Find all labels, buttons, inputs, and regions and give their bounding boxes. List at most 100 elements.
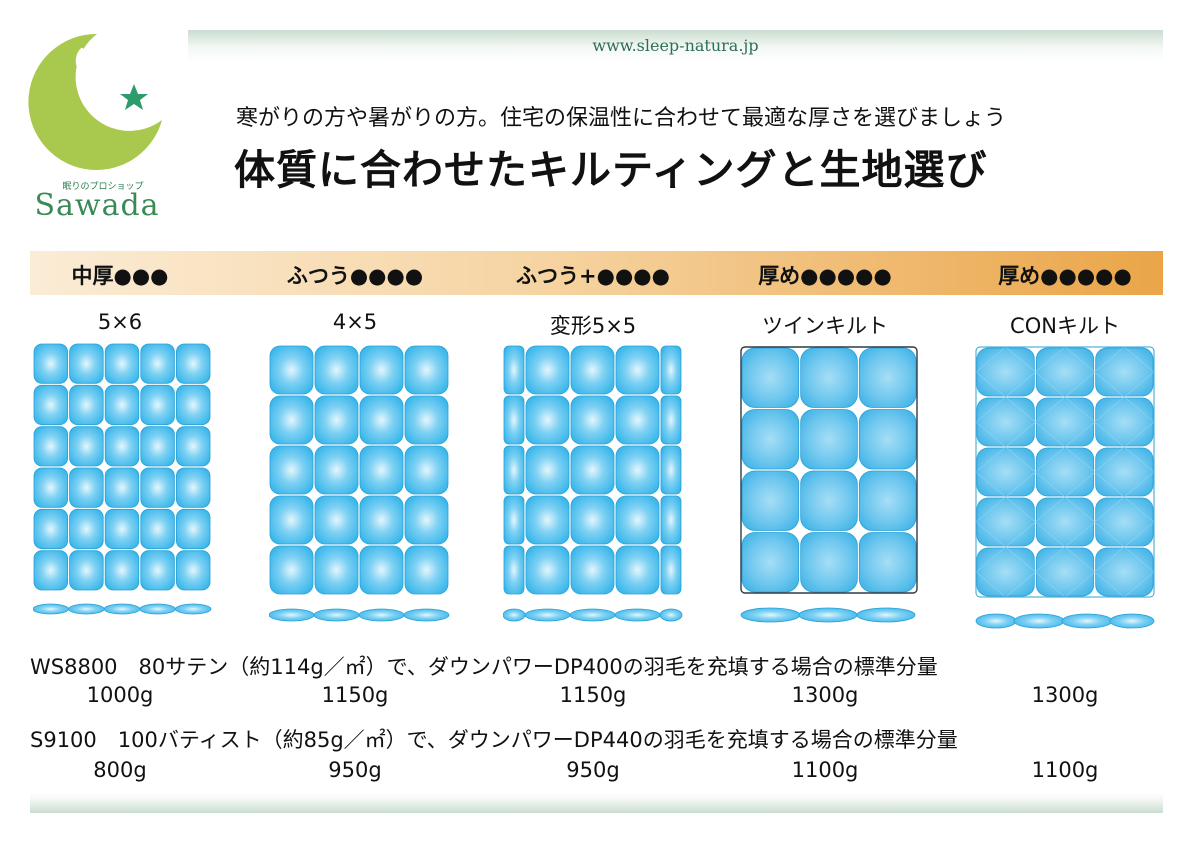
quilt-type-1: 5×6 xyxy=(97,310,143,334)
quilt-modified-5x5-cell xyxy=(525,445,570,495)
quilt-twin-cell xyxy=(858,532,917,593)
quilt-twin-cell xyxy=(741,409,800,470)
footer-bar xyxy=(30,793,1163,813)
quilt-modified-5x5-cell xyxy=(503,545,525,595)
quilt-con-cell xyxy=(1095,497,1154,547)
quilt-con-cell xyxy=(976,447,1035,497)
quilt-5x6-cell xyxy=(33,508,68,550)
quilt-5x6-diagram xyxy=(32,343,212,615)
quilt-modified-5x5-side-segment xyxy=(614,608,661,622)
quilt-con-cell xyxy=(1035,397,1095,447)
quilt-5x6-cell xyxy=(104,467,140,508)
quilt-4x5-side-segment xyxy=(358,608,405,622)
quilt-modified-5x5-cell xyxy=(570,445,615,495)
quilt-type-5: CONキルト xyxy=(1010,314,1120,338)
weight-s9100-3: 950g xyxy=(566,758,620,782)
quilt-con-cell xyxy=(976,397,1035,447)
fabric-ws8800-description: WS8800 80サテン（約114g／㎡）で、ダウンパワーDP400の羽毛を充填… xyxy=(30,655,938,679)
quilt-4x5-side-segment xyxy=(268,608,315,622)
quilt-modified-5x5-cell xyxy=(570,495,615,545)
quilt-twin-cell xyxy=(800,347,858,408)
quilt-4x5-cell xyxy=(359,395,404,445)
quilt-con-cell xyxy=(1035,347,1095,397)
quilt-twin-cell xyxy=(741,532,800,593)
quilt-4x5-cell xyxy=(359,345,404,395)
quilt-5x6-side-segment xyxy=(103,603,141,615)
quilt-5x6-cell xyxy=(175,426,211,467)
weight-s9100-2: 950g xyxy=(328,758,382,782)
quilt-twin-cell xyxy=(858,409,917,470)
quilt-modified-5x5-cell xyxy=(525,345,570,395)
quilt-5x6-side-segment xyxy=(174,603,212,615)
quilt-con-cell xyxy=(976,347,1035,397)
quilt-4x5-cell xyxy=(314,345,359,395)
quilt-5x6-cell xyxy=(33,384,68,426)
quilt-5x6-cell xyxy=(140,426,175,467)
quilt-4x5-cell xyxy=(404,345,449,395)
quilt-modified-5x5-cell xyxy=(570,345,615,395)
quilt-modified-5x5-cell xyxy=(503,495,525,545)
quilt-4x5-cell xyxy=(314,445,359,495)
quilt-modified-5x5-cell xyxy=(615,545,660,595)
quilt-4x5-cell xyxy=(269,395,314,445)
quilt-twin-diagram xyxy=(740,346,918,623)
quilt-4x5-cell xyxy=(359,495,404,545)
quilt-modified-5x5-side-segment xyxy=(502,608,526,622)
quilt-modified-5x5-cell xyxy=(660,545,682,595)
quilt-con-side-segment xyxy=(1109,613,1155,629)
weight-ws8800-2: 1150g xyxy=(321,683,389,707)
quilt-5x6-side-segment xyxy=(139,603,176,615)
quilt-modified-5x5-cell xyxy=(503,395,525,445)
quilt-con-outline xyxy=(975,346,1155,598)
quilt-con-side-segment xyxy=(1013,613,1065,629)
quilt-4x5-diagram xyxy=(268,345,450,622)
quilt-5x6-cell xyxy=(175,550,211,591)
quilt-type-3: 変形5×5 xyxy=(549,314,637,338)
level-label-2: ふつう●●●● xyxy=(286,264,424,288)
fabric-s9100-description: S9100 100バティスト（約85g／㎡）で、ダウンパワーDP440の羽毛を充… xyxy=(30,728,958,752)
quilt-4x5-cell xyxy=(404,445,449,495)
quilt-modified-5x5-side-segment xyxy=(659,608,683,622)
quilt-4x5-cell xyxy=(359,445,404,495)
thickness-level-bar xyxy=(30,251,1163,295)
quilt-twin-cell xyxy=(800,532,858,593)
weight-ws8800-5: 1300g xyxy=(1031,683,1099,707)
quilt-4x5-cell xyxy=(269,445,314,495)
quilt-con-cell xyxy=(1095,447,1154,497)
quilt-4x5-side-segment xyxy=(313,608,360,622)
quilt-5x6-cell xyxy=(140,550,175,591)
quilt-5x6-side-segment xyxy=(32,603,69,615)
quilt-twin-outline xyxy=(740,346,918,594)
quilt-4x5-cell xyxy=(359,545,404,595)
quilt-modified-5x5-cell xyxy=(615,395,660,445)
quilt-modified-5x5-cell xyxy=(503,445,525,495)
quilt-modified-5x5-cell xyxy=(615,445,660,495)
quilt-modified-5x5-cell xyxy=(525,545,570,595)
quilt-5x6-side-segment xyxy=(68,603,105,615)
site-url: www.sleep-natura.jp xyxy=(592,36,759,55)
quilt-4x5-cell xyxy=(314,395,359,445)
quilt-con-cell xyxy=(1035,447,1095,497)
weight-s9100-4: 1100g xyxy=(791,758,859,782)
quilt-twin-cell xyxy=(741,470,800,531)
quilt-5x6-cell xyxy=(33,550,68,591)
quilt-modified-5x5 xyxy=(502,345,685,631)
weight-ws8800-4: 1300g xyxy=(791,683,859,707)
sawada-logo: 眠りのプロショップ Sawada xyxy=(22,28,172,223)
quilt-con-cell xyxy=(1035,547,1095,597)
quilt-modified-5x5-cell xyxy=(660,395,682,445)
quilt-type-4: ツインキルト xyxy=(762,314,888,338)
quilt-5x6-cell xyxy=(104,550,140,591)
quilt-modified-5x5-cell xyxy=(525,495,570,545)
quilt-4x5-cell xyxy=(404,545,449,595)
quilt-con-side-segment xyxy=(975,613,1017,629)
quilt-4x5-cell xyxy=(269,545,314,595)
quilt-modified-5x5-cell xyxy=(660,495,682,545)
weight-ws8800-1: 1000g xyxy=(86,683,154,707)
quilt-twin-cell xyxy=(800,470,858,531)
weight-s9100-1: 800g xyxy=(93,758,147,782)
quilt-con-side-segment xyxy=(1061,613,1113,629)
quilt-modified-5x5-side-segment xyxy=(524,608,571,622)
quilt-4x5-cell xyxy=(314,495,359,545)
quilt-4x5 xyxy=(268,345,451,631)
